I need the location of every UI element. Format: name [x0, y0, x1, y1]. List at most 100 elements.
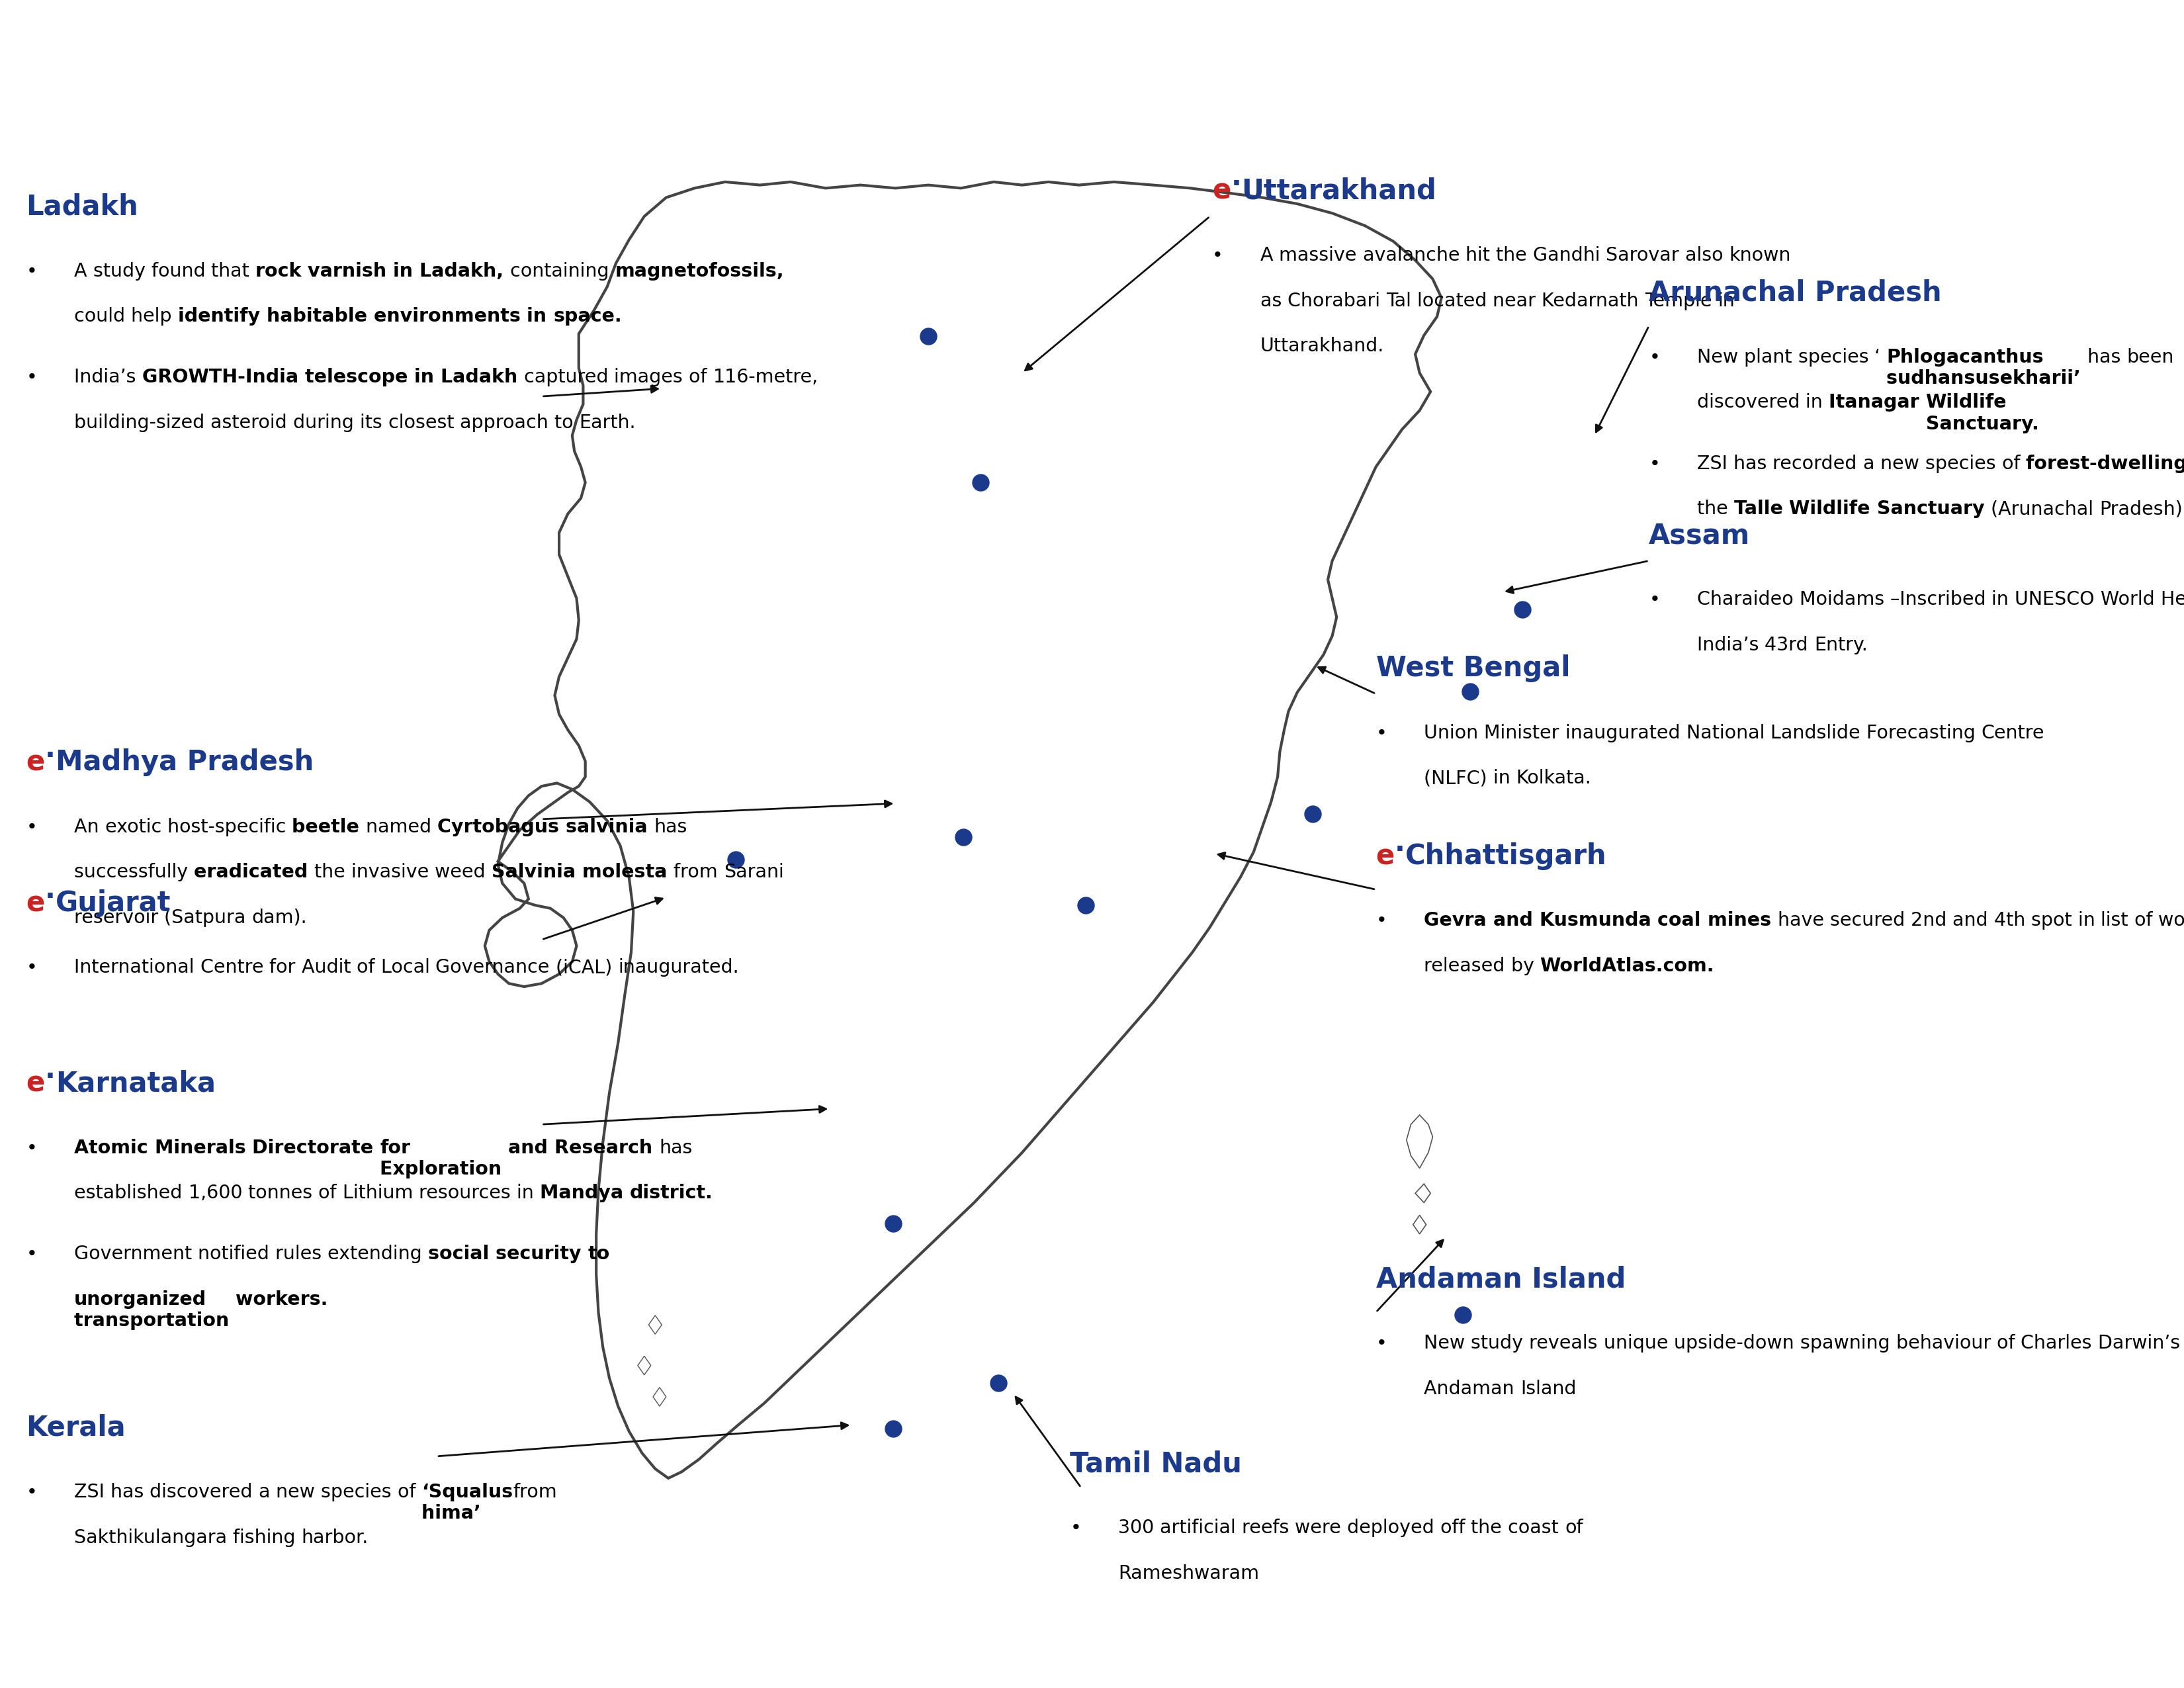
Text: fishing: fishing	[234, 1528, 301, 1546]
Text: UNESCO: UNESCO	[2014, 591, 2101, 609]
Text: Charles: Charles	[2020, 1334, 2099, 1352]
Text: Kerala: Kerala	[26, 1415, 127, 1442]
Text: known: known	[1730, 246, 1791, 265]
Text: were: were	[1295, 1519, 1348, 1538]
Text: and: and	[509, 1138, 555, 1156]
Text: GROWTH-India: GROWTH-India	[142, 368, 306, 387]
Text: security: security	[496, 1246, 587, 1263]
Text: species: species	[1797, 348, 1874, 366]
Text: extending: extending	[328, 1246, 428, 1263]
Text: help: help	[131, 307, 177, 326]
Text: Tal: Tal	[1387, 292, 1417, 311]
Text: (Satpura: (Satpura	[164, 908, 251, 927]
Text: A: A	[74, 262, 94, 280]
Text: Salvinia: Salvinia	[491, 863, 583, 881]
Text: also: also	[1686, 246, 1730, 265]
Text: Governance: Governance	[435, 959, 555, 977]
Text: to: to	[555, 414, 579, 432]
Text: Temple: Temple	[1645, 292, 1719, 311]
Text: World: World	[2101, 591, 2160, 609]
Text: off: off	[1439, 1519, 1472, 1538]
Text: upside-down: upside-down	[1675, 1334, 1800, 1352]
Text: has: has	[111, 1484, 151, 1501]
Text: Earth.: Earth.	[579, 414, 636, 432]
Text: of: of	[397, 1484, 422, 1501]
Text: Research: Research	[555, 1138, 660, 1156]
Polygon shape	[485, 182, 1441, 1479]
Text: ZSI: ZSI	[74, 1484, 111, 1501]
Text: Minister: Minister	[1485, 724, 1566, 743]
Text: plant: plant	[1745, 348, 1797, 366]
Text: tonnes: tonnes	[249, 1183, 319, 1202]
Text: Sakthikulangara: Sakthikulangara	[74, 1528, 234, 1546]
Text: Itanagar: Itanagar	[1828, 393, 1926, 412]
Text: released: released	[1424, 957, 1511, 976]
Polygon shape	[1406, 1116, 1433, 1168]
Text: dam).: dam).	[251, 908, 308, 927]
Text: of: of	[319, 1183, 343, 1202]
Text: Union: Union	[1424, 724, 1485, 743]
Text: •: •	[1212, 246, 1223, 265]
Text: inaugurated: inaugurated	[1566, 724, 1686, 743]
Text: Entry.: Entry.	[1815, 636, 1867, 655]
Text: in: in	[526, 307, 553, 326]
Text: e: e	[26, 749, 46, 776]
Text: notified: notified	[199, 1246, 275, 1263]
Text: •: •	[26, 1138, 37, 1156]
Text: massive: massive	[1280, 246, 1363, 265]
Text: Gandhi: Gandhi	[1533, 246, 1605, 265]
Text: ·: ·	[1396, 836, 1404, 864]
Text: •: •	[26, 959, 37, 977]
Text: ZSI: ZSI	[1697, 454, 1734, 473]
Text: 300: 300	[1118, 1519, 1160, 1538]
Text: the: the	[1496, 246, 1533, 265]
Text: spot: spot	[2031, 912, 2077, 930]
Text: named: named	[367, 817, 437, 836]
Text: hit: hit	[1465, 246, 1496, 265]
Text: salvinia: salvinia	[566, 817, 653, 836]
Text: molesta: molesta	[583, 863, 675, 881]
Text: workers.: workers.	[236, 1290, 328, 1308]
Text: Ladakh,: Ladakh,	[419, 262, 511, 280]
Text: West Bengal: West Bengal	[1376, 655, 1570, 682]
Text: Karnataka: Karnataka	[55, 1070, 216, 1097]
Text: A: A	[1260, 246, 1280, 265]
Text: in: in	[1992, 591, 2014, 609]
Text: Heritage: Heritage	[2160, 591, 2184, 609]
Text: Lithium: Lithium	[343, 1183, 419, 1202]
Text: e: e	[26, 890, 46, 917]
Text: has: has	[660, 1138, 692, 1156]
Text: a: a	[258, 1484, 275, 1501]
Text: New: New	[1697, 348, 1745, 366]
Text: as: as	[1260, 292, 1289, 311]
Text: Kolkata.: Kolkata.	[1516, 770, 1592, 788]
Text: images: images	[614, 368, 688, 387]
Text: rock: rock	[256, 262, 308, 280]
Text: Andaman Island: Andaman Island	[1376, 1266, 1625, 1293]
Text: artificial: artificial	[1160, 1519, 1243, 1538]
Text: beetle: beetle	[293, 817, 367, 836]
Text: Directorate: Directorate	[253, 1138, 380, 1156]
Text: in: in	[518, 1183, 539, 1202]
Text: of: of	[356, 959, 380, 977]
Text: of: of	[2134, 912, 2158, 930]
Polygon shape	[638, 1355, 651, 1376]
Text: (Arunachal: (Arunachal	[1992, 500, 2099, 518]
Text: Forecasting: Forecasting	[1865, 724, 1981, 743]
Text: Cyrtobagus: Cyrtobagus	[437, 817, 566, 836]
Text: social: social	[428, 1246, 496, 1263]
Text: India’s: India’s	[74, 368, 142, 387]
Text: new: new	[275, 1484, 321, 1501]
Text: district.: district.	[629, 1183, 712, 1202]
Text: of: of	[1564, 1519, 1583, 1538]
Text: to: to	[587, 1246, 609, 1263]
Text: –Inscribed: –Inscribed	[1889, 591, 1992, 609]
Text: •: •	[1376, 724, 1387, 743]
Text: WorldAtlas.com.: WorldAtlas.com.	[1540, 957, 1714, 976]
Text: •: •	[26, 368, 37, 387]
Text: deployed: deployed	[1348, 1519, 1439, 1538]
Text: the: the	[1697, 500, 1734, 518]
Text: its: its	[360, 414, 389, 432]
Text: ‘Squalus
hima’: ‘Squalus hima’	[422, 1484, 513, 1523]
Text: has: has	[2088, 348, 2127, 366]
